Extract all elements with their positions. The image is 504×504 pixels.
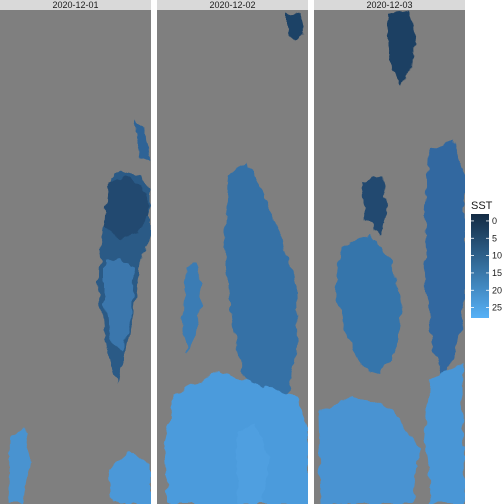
sst-region-warm	[108, 452, 150, 504]
sst-legend: SST 0 5 10 15 20 25	[471, 200, 502, 318]
sst-region-warm-east	[424, 364, 465, 504]
facet-strip	[157, 0, 308, 10]
sst-region-warm	[164, 372, 308, 504]
sst-region-mid	[224, 162, 298, 412]
facet-strip	[0, 0, 151, 10]
sst-region-warm-south	[318, 396, 420, 504]
legend-tick-label: 10	[492, 251, 502, 261]
sst-raster-layer	[164, 12, 308, 504]
facet-strip-label: 2020-12-03	[366, 0, 412, 10]
legend-ticks: 0 5 10 15 20 25	[471, 216, 502, 313]
facet-strip	[314, 0, 465, 10]
sst-raster-layer	[318, 10, 465, 504]
sst-raster-layer	[8, 120, 150, 504]
sst-region-mid	[104, 256, 134, 352]
legend-colorbar	[471, 214, 489, 318]
sst-region-mid-left	[182, 262, 202, 352]
legend-tick-label: 5	[492, 233, 497, 243]
facet-strip-label: 2020-12-01	[52, 0, 98, 10]
sst-region-cold-north	[386, 10, 416, 86]
sst-region-mid-east	[424, 140, 465, 380]
sst-region-cold-patch	[360, 176, 388, 234]
legend-tick-label: 20	[492, 285, 502, 295]
legend-tick-label: 15	[492, 268, 502, 278]
facet-panel-2020-12-03: 2020-12-03	[314, 0, 465, 504]
sst-region-warm-streak	[236, 424, 270, 504]
legend-title: SST	[471, 200, 493, 212]
facet-panel-2020-12-02: 2020-12-02	[157, 0, 308, 504]
sst-region-edge	[134, 120, 150, 162]
legend-tick-label: 0	[492, 216, 497, 226]
facet-panel-2020-12-01: 2020-12-01	[0, 0, 151, 504]
sst-region-cold-core	[104, 176, 150, 238]
legend-tick-label: 25	[492, 303, 502, 313]
sst-region-cold	[286, 12, 304, 40]
sst-region-warm-left	[8, 428, 30, 504]
sst-region-mid-center	[336, 234, 402, 372]
facet-strip-label: 2020-12-02	[209, 0, 255, 10]
